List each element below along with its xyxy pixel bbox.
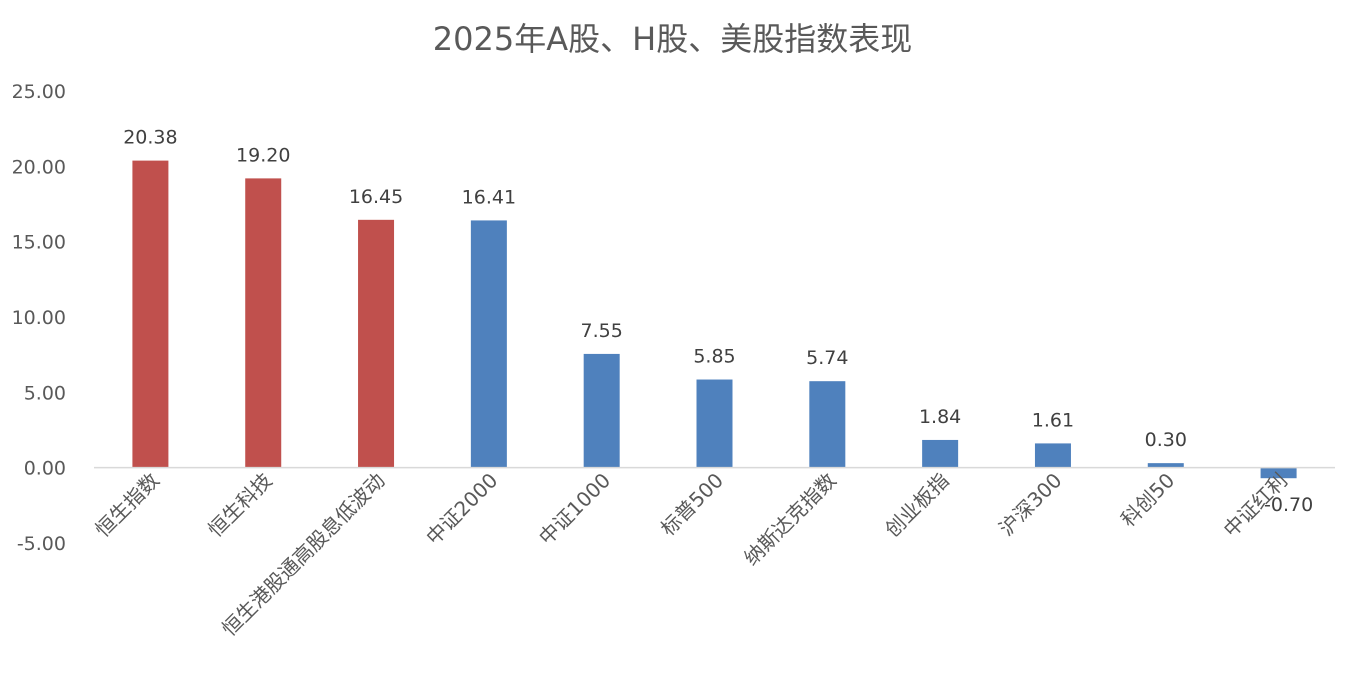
x-tick-label: 恒生科技 bbox=[203, 468, 277, 542]
y-tick-label: -5.00 bbox=[17, 533, 66, 555]
y-tick-label: 20.00 bbox=[12, 156, 66, 178]
bar bbox=[696, 379, 733, 468]
data-label: -0.70 bbox=[1264, 494, 1313, 516]
data-labels: 20.38 19.20 16.45 16.41 7.55 5.85 5.74 1.84 1.61… bbox=[123, 127, 1313, 517]
bar bbox=[1260, 467, 1297, 479]
bars bbox=[132, 160, 1297, 479]
data-label: 5.85 bbox=[693, 346, 735, 368]
bar bbox=[1147, 463, 1184, 468]
bar bbox=[132, 160, 169, 468]
data-label: 5.74 bbox=[806, 347, 848, 369]
data-label: 16.45 bbox=[349, 186, 403, 208]
data-label: 1.84 bbox=[919, 406, 961, 428]
data-label: 20.38 bbox=[123, 127, 177, 149]
x-tick-label: 沪深300 bbox=[994, 468, 1066, 540]
data-label: 1.61 bbox=[1032, 409, 1074, 431]
y-tick-label: 25.00 bbox=[12, 81, 66, 103]
bar bbox=[1034, 443, 1071, 468]
chart-title: 2025年A股、H股、美股指数表现 bbox=[432, 20, 913, 58]
bar bbox=[470, 220, 507, 468]
y-tick-label: 5.00 bbox=[24, 382, 66, 404]
bar bbox=[583, 353, 620, 468]
data-label: 7.55 bbox=[581, 320, 623, 342]
data-label: 19.20 bbox=[236, 144, 290, 166]
y-tick-label: 15.00 bbox=[12, 232, 66, 254]
x-tick-label: 创业板指 bbox=[880, 468, 954, 542]
bar bbox=[922, 439, 959, 468]
x-tick-label: 纳斯达克指数 bbox=[739, 468, 841, 570]
bar bbox=[245, 178, 282, 468]
x-tick-label: 科创50 bbox=[1116, 468, 1179, 531]
data-label: 16.41 bbox=[462, 186, 516, 208]
y-tick-label: 0.00 bbox=[24, 458, 66, 480]
bar bbox=[809, 381, 846, 468]
x-tick-label: 恒生指数 bbox=[90, 468, 164, 542]
y-tick-label: 10.00 bbox=[12, 307, 66, 329]
x-tick-label: 标普500 bbox=[656, 468, 728, 540]
x-tick-label: 中证2000 bbox=[421, 468, 502, 549]
x-tick-label: 中证1000 bbox=[534, 468, 615, 549]
bar bbox=[358, 219, 395, 468]
data-label: 0.30 bbox=[1145, 429, 1187, 451]
y-axis: 25.00 20.00 15.00 10.00 5.00 0.00 -5.00 bbox=[12, 81, 66, 555]
